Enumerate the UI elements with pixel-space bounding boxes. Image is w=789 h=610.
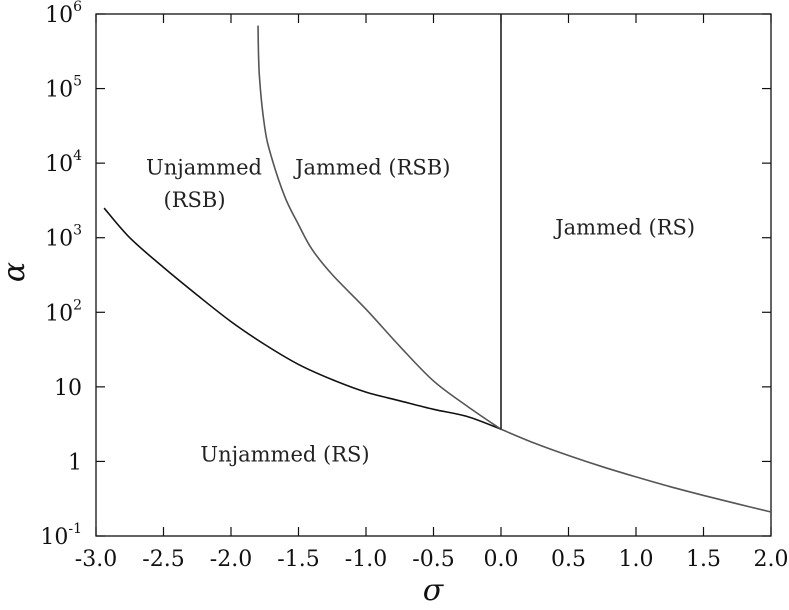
x-tick-label: -0.5 — [412, 547, 454, 572]
y-tick-label-base: 10 — [54, 376, 82, 401]
boundary-line-2 — [257, 25, 502, 430]
y-tick-label-exponent: 2 — [73, 297, 82, 313]
x-tick-label: -1.0 — [345, 547, 387, 572]
y-tick-label: 10 — [54, 376, 82, 401]
y-tick-label-base: 10 — [45, 301, 73, 326]
y-tick-label-base: 10 — [45, 227, 73, 252]
boundary-line-1 — [103, 207, 502, 431]
x-tick-label: -3.0 — [75, 547, 117, 572]
x-tick-label: -2.5 — [142, 547, 184, 572]
y-tick-label-base: 10 — [45, 152, 73, 177]
y-tick-label: 105 — [45, 74, 82, 103]
x-tick-label: -2.0 — [210, 547, 252, 572]
region-label: Jammed (RS) — [553, 216, 695, 240]
region-label: Jammed (RSB) — [293, 156, 450, 180]
y-tick-label-exponent: 3 — [73, 223, 82, 239]
x-axis-title: σ — [423, 573, 445, 608]
boundary-line-3 — [500, 428, 772, 513]
y-tick-label: 10-1 — [40, 521, 82, 550]
y-tick-label-exponent: 6 — [73, 0, 82, 15]
x-tick-label: -1.5 — [277, 547, 319, 572]
y-tick-label-exponent: 4 — [73, 148, 82, 164]
y-tick-label: 104 — [45, 148, 82, 177]
plot-frame — [95, 13, 772, 537]
tick-labels: -3.0 -2.5 -2.0 -1.5 -1.0 -0.5 0.0 0.5 1.0 1.5 2.0 1… — [40, 0, 788, 572]
y-tick-label-exponent: 5 — [73, 74, 82, 90]
x-tick-label: 1.5 — [686, 547, 721, 572]
y-tick-label: 103 — [45, 223, 82, 252]
region-label: (RSB) — [164, 188, 226, 212]
y-tick-label-base: 10 — [45, 3, 73, 28]
x-tick-label: 2.0 — [754, 547, 789, 572]
region-label: Unjammed — [146, 156, 262, 180]
y-tick-label-base: 10 — [40, 525, 68, 550]
y-tick-label: 106 — [45, 0, 82, 28]
y-tick-label: 1 — [68, 450, 82, 475]
x-tick-label: 0.0 — [484, 547, 519, 572]
x-tick-label: 0.5 — [551, 547, 586, 572]
y-tick-label-exponent: -1 — [68, 521, 82, 537]
region-labels: Unjammed (RSB) Jammed (RSB) Jammed (RS) Unja… — [146, 156, 695, 467]
y-tick-label: 102 — [45, 297, 82, 326]
y-tick-label-base: 1 — [68, 450, 82, 475]
y-axis-title: α — [0, 262, 32, 282]
x-tick-label: 1.0 — [619, 547, 654, 572]
y-tick-label-base: 10 — [45, 78, 73, 103]
region-label: Unjammed (RS) — [200, 442, 369, 466]
phase-boundary-lines — [103, 14, 772, 513]
axis-ticks — [95, 13, 772, 537]
